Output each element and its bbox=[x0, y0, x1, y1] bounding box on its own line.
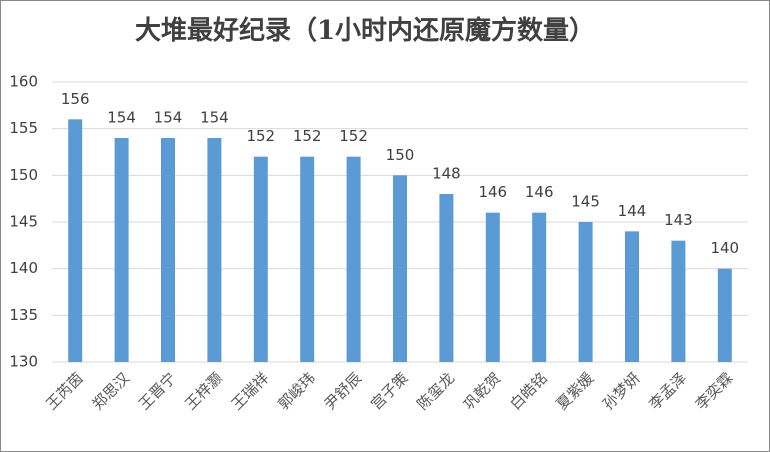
chart-title: 大堆最好纪录（1小时内还原魔方数量） bbox=[135, 15, 595, 46]
bar bbox=[671, 240, 686, 362]
bar bbox=[300, 156, 315, 362]
bar bbox=[161, 138, 175, 362]
data-label: 143 bbox=[664, 211, 693, 229]
data-label: 144 bbox=[618, 202, 647, 220]
y-tick-label: 130 bbox=[9, 353, 38, 371]
y-tick-label: 135 bbox=[9, 306, 38, 324]
data-label: 154 bbox=[154, 109, 183, 127]
data-label: 152 bbox=[246, 127, 275, 145]
data-label: 148 bbox=[432, 165, 461, 183]
bar bbox=[68, 119, 83, 362]
bar bbox=[439, 194, 454, 362]
data-label: 156 bbox=[61, 90, 90, 108]
data-label: 152 bbox=[293, 127, 322, 145]
bar bbox=[532, 212, 547, 362]
bar bbox=[393, 175, 407, 362]
bar bbox=[485, 212, 500, 362]
bar bbox=[625, 231, 639, 362]
data-label: 150 bbox=[386, 146, 415, 164]
data-label: 145 bbox=[571, 193, 600, 211]
y-tick-label: 145 bbox=[9, 213, 38, 231]
data-label: 154 bbox=[107, 109, 136, 127]
y-tick-label: 155 bbox=[9, 119, 38, 137]
bar bbox=[717, 268, 732, 362]
data-label: 152 bbox=[339, 127, 368, 145]
data-label: 154 bbox=[200, 109, 229, 127]
bar bbox=[114, 138, 129, 362]
bar bbox=[207, 138, 222, 362]
y-tick-label: 160 bbox=[9, 73, 38, 91]
data-label: 140 bbox=[710, 239, 739, 257]
data-label: 146 bbox=[478, 183, 507, 201]
y-tick-label: 140 bbox=[9, 259, 38, 277]
bar bbox=[578, 222, 593, 362]
y-tick-label: 150 bbox=[9, 166, 38, 184]
bar bbox=[346, 156, 361, 362]
bar bbox=[253, 156, 268, 362]
data-label: 146 bbox=[525, 183, 554, 201]
